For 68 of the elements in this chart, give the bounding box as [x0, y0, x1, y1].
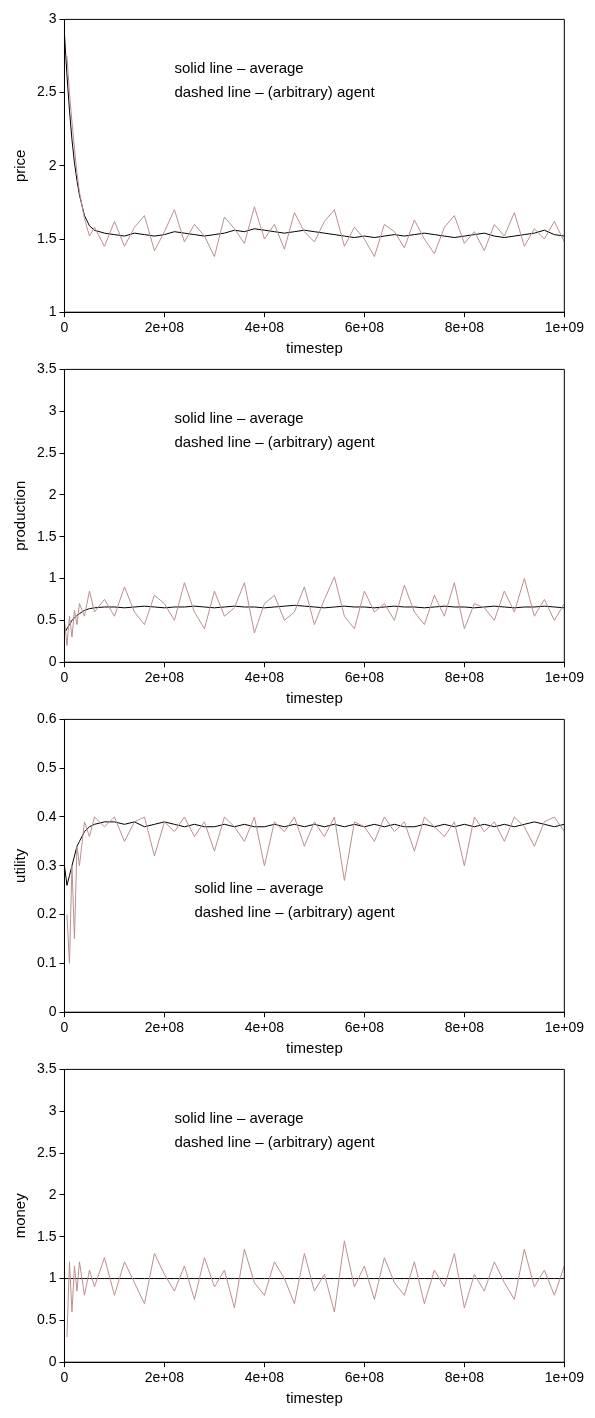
x-tick-label: 1e+09 [544, 1369, 585, 1386]
annotation: solid line – average [174, 1109, 304, 1127]
y-tick-label: 0.4 [36, 807, 57, 824]
x-tick-label: 1e+09 [544, 319, 585, 336]
x-tick-label: 2e+08 [144, 1019, 185, 1036]
x-tick-label: 0 [60, 669, 69, 686]
x-axis-title: timestep [286, 339, 343, 357]
x-tick-label: 0 [60, 1019, 69, 1036]
y-axis-title: utility [11, 848, 29, 883]
y-tick-label: 0.6 [36, 710, 57, 727]
x-axis-title: timestep [286, 1389, 343, 1407]
x-tick-label: 8e+08 [444, 1019, 485, 1036]
annotation: solid line – average [194, 879, 324, 897]
annotation: solid line – average [174, 409, 304, 427]
y-tick-label: 3.5 [36, 1060, 57, 1077]
x-tick-label: 6e+08 [344, 669, 385, 686]
x-tick-label: 4e+08 [244, 1369, 285, 1386]
y-tick-label: 1 [48, 1269, 57, 1286]
y-tick-label: 2.5 [36, 443, 57, 460]
y-axis-title: money [11, 1192, 29, 1239]
y-tick-label: 0.1 [36, 954, 57, 971]
y-tick-label: 1.5 [36, 1227, 57, 1244]
annotation: dashed line – (arbitrary) agent [174, 1133, 376, 1151]
x-tick-label: 2e+08 [144, 1369, 185, 1386]
x-tick-label: 8e+08 [444, 669, 485, 686]
y-tick-label: 3 [48, 10, 57, 27]
x-tick-label: 2e+08 [144, 319, 185, 336]
annotation: dashed line – (arbitrary) agent [174, 83, 376, 101]
y-tick-label: 2 [48, 485, 57, 502]
x-tick-label: 6e+08 [344, 1019, 385, 1036]
x-axis-title: timestep [286, 1039, 343, 1057]
x-tick-label: 6e+08 [344, 319, 385, 336]
x-tick-label: 8e+08 [444, 319, 485, 336]
y-tick-label: 2 [48, 1185, 57, 1202]
x-tick-label: 0 [60, 319, 69, 336]
y-tick-label: 1.5 [36, 527, 57, 544]
y-axis-title: price [11, 149, 29, 183]
y-tick-label: 3 [48, 402, 57, 419]
x-tick-label: 6e+08 [344, 1369, 385, 1386]
y-tick-label: 2 [48, 156, 57, 173]
y-tick-label: 0.5 [36, 611, 57, 628]
y-tick-label: 3.5 [36, 360, 57, 377]
x-tick-label: 2e+08 [144, 669, 185, 686]
x-tick-label: 1e+09 [544, 1019, 585, 1036]
x-tick-label: 4e+08 [244, 669, 285, 686]
x-tick-label: 1e+09 [544, 669, 585, 686]
y-tick-label: 0 [48, 1003, 57, 1020]
y-axis-title: production [11, 480, 29, 551]
x-tick-label: 0 [60, 1369, 69, 1386]
y-tick-label: 0.5 [36, 759, 57, 776]
y-tick-label: 0 [48, 1353, 57, 1370]
x-axis-title: timestep [286, 689, 343, 707]
y-tick-label: 0.2 [36, 905, 57, 922]
y-tick-label: 3 [48, 1102, 57, 1119]
annotation: solid line – average [174, 59, 304, 77]
x-tick-label: 8e+08 [444, 1369, 485, 1386]
x-tick-label: 4e+08 [244, 319, 285, 336]
y-tick-label: 0 [48, 653, 57, 670]
y-tick-label: 2.5 [36, 83, 57, 100]
y-tick-label: 0.3 [36, 856, 57, 873]
x-tick-label: 4e+08 [244, 1019, 285, 1036]
annotation: dashed line – (arbitrary) agent [194, 903, 396, 921]
y-tick-label: 1.5 [36, 229, 57, 246]
y-tick-label: 0.5 [36, 1311, 57, 1328]
annotation: dashed line – (arbitrary) agent [174, 433, 376, 451]
y-tick-label: 1 [48, 569, 57, 586]
y-tick-label: 2.5 [36, 1143, 57, 1160]
y-tick-label: 1 [48, 303, 57, 320]
